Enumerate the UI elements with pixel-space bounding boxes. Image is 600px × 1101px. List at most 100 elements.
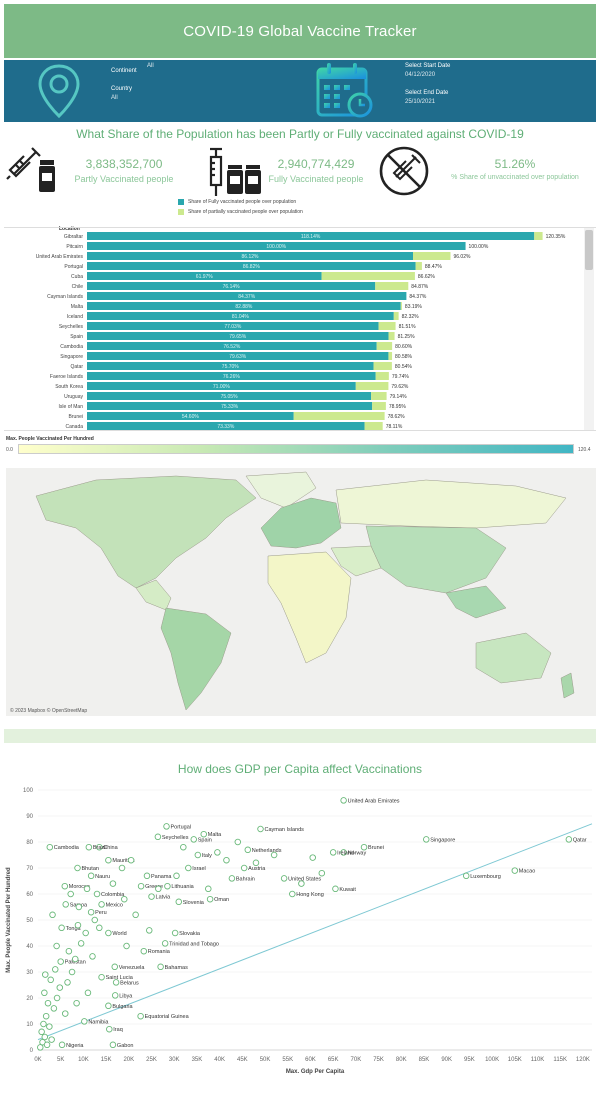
scatter-point[interactable] [91, 916, 99, 924]
country-select[interactable]: All [111, 95, 118, 101]
bar-partly[interactable] [388, 352, 393, 360]
end-date-input[interactable]: 25/10/2021 [405, 99, 436, 105]
scatter-point[interactable] [57, 958, 64, 965]
bar-fully[interactable] [87, 332, 389, 340]
map-new-zealand[interactable] [560, 672, 575, 699]
map-africa[interactable] [267, 551, 352, 664]
scatter-point[interactable] [340, 797, 347, 804]
scatter-point[interactable] [161, 940, 169, 947]
bar-partly[interactable] [371, 392, 387, 400]
scatter-point[interactable] [205, 885, 212, 893]
scatter-point[interactable] [65, 947, 73, 955]
scatter-point[interactable] [565, 836, 573, 843]
scatter-point[interactable] [171, 929, 179, 937]
scatter-point[interactable] [53, 994, 61, 1002]
scatter-point[interactable] [511, 867, 519, 874]
scatter-point[interactable] [98, 973, 105, 981]
scatter-point[interactable] [329, 849, 337, 856]
world-vaccination-map[interactable]: © 2023 Mapbox © OpenStreetMap [6, 468, 596, 716]
scatter-point[interactable] [74, 864, 81, 872]
bar-partly[interactable] [393, 312, 399, 320]
scatter-point[interactable] [73, 999, 80, 1007]
map-central-america[interactable] [135, 579, 172, 611]
scatter-point[interactable] [154, 833, 162, 841]
scatter-point[interactable] [206, 895, 214, 903]
scatter-point[interactable] [190, 836, 198, 843]
scatter-point[interactable] [83, 885, 91, 893]
scatter-point[interactable] [47, 976, 54, 984]
bar-fully[interactable] [87, 272, 322, 280]
bar-partly[interactable] [372, 402, 386, 410]
scatter-point[interactable] [89, 953, 96, 960]
scatter-point[interactable] [180, 843, 187, 851]
bar-partly[interactable] [375, 282, 409, 290]
map-asia[interactable] [365, 525, 507, 594]
bar-partly[interactable] [293, 412, 385, 420]
scatter-point[interactable] [340, 849, 347, 856]
bar-fully[interactable] [87, 362, 374, 370]
scatter-point[interactable] [289, 890, 296, 898]
scatter-point[interactable] [146, 927, 153, 934]
scatter-point[interactable] [157, 963, 164, 971]
scatter-point[interactable] [56, 984, 64, 991]
scatter-point[interactable] [148, 893, 155, 900]
scatter-point[interactable] [270, 851, 278, 859]
bar-partly[interactable] [534, 232, 543, 240]
scatter-point[interactable] [214, 849, 221, 856]
scatter-point[interactable] [360, 843, 368, 851]
bar-fully[interactable] [87, 262, 416, 270]
scatter-point[interactable] [200, 830, 207, 838]
scatter-point[interactable] [96, 843, 103, 851]
bar-partly[interactable] [413, 252, 451, 260]
scatter-point[interactable] [140, 947, 148, 955]
scatter-point[interactable] [121, 895, 128, 903]
scatter-point[interactable] [64, 979, 71, 986]
bar-partly[interactable] [373, 362, 392, 370]
start-date-input[interactable]: 04/12/2020 [405, 72, 436, 78]
bar-fully[interactable] [87, 312, 394, 320]
scatter-point[interactable] [42, 971, 49, 978]
bar-fully[interactable] [87, 322, 379, 330]
scatter-point[interactable] [164, 882, 171, 890]
bar-fully[interactable] [87, 302, 401, 310]
bar-fully[interactable] [87, 392, 372, 400]
scatter-point[interactable] [175, 898, 183, 906]
bar-partly[interactable] [364, 422, 383, 430]
bar-fully[interactable] [87, 342, 377, 350]
scatter-point[interactable] [43, 1041, 51, 1049]
scatter-point[interactable] [228, 875, 236, 882]
bar-partly[interactable] [400, 302, 402, 310]
scatter-point[interactable] [244, 846, 252, 854]
scatter-point[interactable] [46, 843, 54, 851]
bar-partly[interactable] [388, 332, 395, 340]
scatter-point[interactable] [143, 872, 151, 880]
scatter-point[interactable] [84, 989, 92, 997]
scatter-point[interactable] [42, 1012, 50, 1020]
scatter-point[interactable] [93, 890, 101, 898]
scatter-point[interactable] [58, 1041, 66, 1049]
scatter-point[interactable] [163, 823, 170, 830]
scatter-point[interactable] [85, 843, 93, 851]
scatter-point[interactable] [298, 880, 305, 887]
scatter-point[interactable] [41, 1033, 49, 1041]
scatter-point[interactable] [123, 942, 130, 950]
scatter-point[interactable] [185, 864, 192, 872]
scatter-point[interactable] [127, 856, 135, 864]
scatter-point[interactable] [109, 1041, 117, 1049]
scatter-point[interactable] [423, 836, 430, 843]
map-south-america[interactable] [160, 607, 232, 711]
scatter-point[interactable] [137, 882, 145, 890]
map-north-america[interactable] [35, 475, 257, 589]
scatter-point[interactable] [111, 963, 118, 971]
scatter-point[interactable] [240, 864, 248, 872]
map-russia[interactable] [335, 479, 567, 529]
map-greenland[interactable] [245, 471, 317, 509]
bar-fully[interactable] [87, 242, 466, 250]
bar-partly[interactable] [321, 272, 415, 280]
map-middle-east[interactable] [330, 545, 382, 577]
scatter-point[interactable] [52, 966, 59, 973]
scatter-point[interactable] [44, 999, 52, 1007]
bar-partly[interactable] [355, 382, 389, 390]
scatter-point[interactable] [234, 838, 242, 846]
continent-select[interactable]: All [147, 63, 154, 69]
